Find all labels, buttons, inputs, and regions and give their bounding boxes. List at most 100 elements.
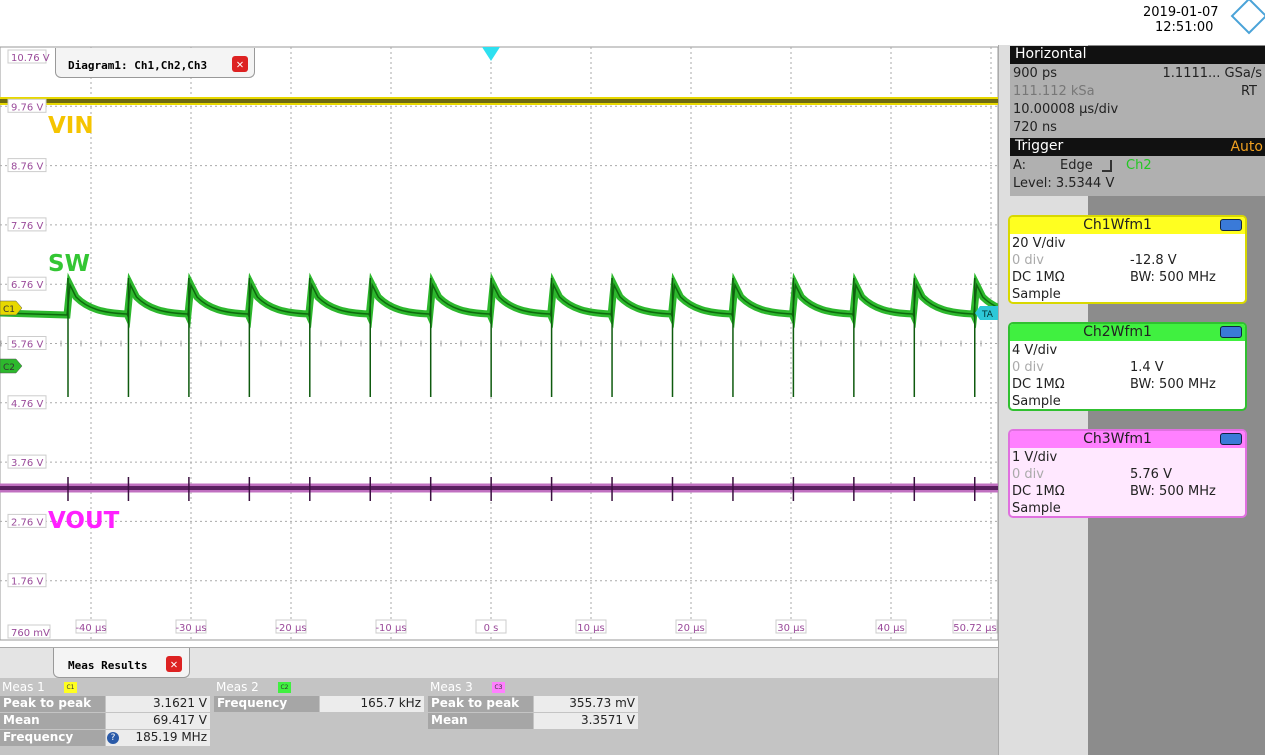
value: DC 1MΩ bbox=[1012, 270, 1065, 285]
x-label: 50.72 µs bbox=[953, 623, 996, 634]
value: Sample bbox=[1012, 287, 1061, 302]
time: 12:51:00 bbox=[1155, 20, 1214, 35]
x-label: -40 µs bbox=[75, 623, 106, 634]
channel-box: Ch2Wfm1 4 V/div 0 div 1.4 V DC 1MΩ BW: 500 MH… bbox=[1008, 322, 1247, 411]
channel-name: Ch2Wfm1 bbox=[1010, 324, 1245, 341]
y-label-box bbox=[7, 573, 47, 588]
x-label-box bbox=[475, 619, 507, 634]
value: DC 1MΩ bbox=[1012, 484, 1065, 499]
x-label-box bbox=[875, 619, 907, 634]
y-label-box bbox=[7, 158, 47, 173]
y-label-box bbox=[7, 98, 47, 113]
y-label-box bbox=[7, 49, 47, 64]
value: Ch2 bbox=[1126, 158, 1152, 173]
sw-trace-core bbox=[0, 282, 1000, 318]
y-label: 6.76 V bbox=[11, 280, 43, 291]
meas-label: Frequency bbox=[0, 730, 105, 746]
trigger-mode: Auto bbox=[1230, 139, 1263, 155]
minimize[interactable] bbox=[1220, 433, 1242, 445]
meas-label: Mean bbox=[428, 713, 533, 729]
y-label-box bbox=[7, 624, 51, 639]
value: Level: 3.5344 V bbox=[1013, 176, 1115, 191]
value: 1.4 V bbox=[1130, 360, 1164, 375]
help-icon[interactable]: ? bbox=[107, 732, 119, 744]
x-label-box bbox=[675, 619, 707, 634]
date: 2019-01-07 bbox=[1143, 5, 1219, 20]
minimize[interactable] bbox=[1220, 219, 1242, 231]
value: 10.00008 µs/div bbox=[1013, 102, 1119, 117]
channel-name: Ch3Wfm1 bbox=[1010, 431, 1245, 448]
x-label-box bbox=[952, 619, 998, 634]
value: 900 ps bbox=[1013, 66, 1057, 81]
meas-label: Mean bbox=[0, 713, 105, 729]
meas-value: 3.1621 V bbox=[106, 696, 210, 712]
trace-label: VIN bbox=[48, 113, 94, 139]
x-label-box bbox=[75, 619, 107, 634]
channel-box: Ch1Wfm1 20 V/div 0 div -12.8 V DC 1MΩ BW: 500… bbox=[1008, 215, 1247, 304]
value: Sample bbox=[1012, 394, 1061, 409]
edge-icon bbox=[1102, 160, 1112, 172]
y-label-box bbox=[7, 276, 47, 291]
y-label: 1.76 V bbox=[11, 577, 43, 588]
value: 0 div bbox=[1012, 467, 1044, 482]
diagram-tab: Diagram1: Ch1,Ch2,Ch3 ✕ bbox=[55, 48, 255, 78]
value: 20 V/div bbox=[1012, 236, 1066, 251]
x-label: 30 µs bbox=[777, 623, 804, 634]
channel-box: Ch3Wfm1 1 V/div 0 div 5.76 V DC 1MΩ BW: 500 M… bbox=[1008, 429, 1247, 518]
meas-badge: C3 bbox=[492, 682, 505, 693]
y-label-box bbox=[7, 217, 47, 232]
x-label: 10 µs bbox=[577, 623, 604, 634]
y-label: 3.76 V bbox=[11, 458, 43, 469]
trigger-level-marker bbox=[975, 306, 998, 320]
y-label: 4.76 V bbox=[11, 399, 43, 410]
meas-title: Meas 2 bbox=[216, 680, 259, 694]
meas-value: 3.3571 V bbox=[534, 713, 638, 729]
channel-marker bbox=[0, 358, 23, 374]
x-label-box bbox=[275, 619, 307, 634]
meas-tab: Meas Results ✕ bbox=[53, 648, 190, 678]
meas-value: 355.73 mV bbox=[534, 696, 638, 712]
channel-marker-label: C2 bbox=[3, 363, 15, 373]
y-label: 2.76 V bbox=[11, 517, 43, 528]
trigger-level-label: TA bbox=[981, 310, 994, 320]
value: A: bbox=[1013, 158, 1027, 173]
value: DC 1MΩ bbox=[1012, 377, 1065, 392]
value: Sample bbox=[1012, 501, 1061, 516]
y-label: 7.76 V bbox=[11, 221, 43, 232]
meas-label: Peak to peak bbox=[428, 696, 533, 712]
trigger-position bbox=[482, 47, 500, 61]
value: 1.1111... GSa/s bbox=[1162, 66, 1262, 81]
minimize[interactable] bbox=[1220, 326, 1242, 338]
value: -12.8 V bbox=[1130, 253, 1177, 268]
value: 111.112 kSa bbox=[1013, 84, 1095, 99]
y-label: 10.76 V bbox=[11, 53, 50, 64]
panel-header: Trigger bbox=[1010, 138, 1265, 156]
x-label: 0 s bbox=[484, 623, 499, 634]
x-label: -30 µs bbox=[175, 623, 206, 634]
meas-value: 185.19 MHz bbox=[106, 730, 210, 746]
meas-title: Meas 1 bbox=[2, 680, 45, 694]
value: 720 ns bbox=[1013, 120, 1057, 135]
y-label: 760 mV bbox=[11, 628, 50, 639]
y-label-box bbox=[7, 336, 47, 350]
value: 1 V/div bbox=[1012, 450, 1058, 465]
meas-title: Meas 3 bbox=[430, 680, 473, 694]
channel-name: Ch1Wfm1 bbox=[1010, 217, 1245, 234]
x-label-box bbox=[775, 619, 807, 634]
horizontal-panel: Horizontal 900 ps 1.1111... GSa/s 111.112 k… bbox=[1010, 46, 1265, 196]
value: 0 div bbox=[1012, 360, 1044, 375]
value: Edge bbox=[1060, 158, 1093, 173]
channel-marker-label: C1 bbox=[3, 305, 15, 315]
y-label: 8.76 V bbox=[11, 162, 43, 173]
y-label: 9.76 V bbox=[11, 102, 43, 113]
meas-value: 69.417 V bbox=[106, 713, 210, 729]
close[interactable]: ✕ bbox=[232, 56, 248, 72]
close[interactable]: ✕ bbox=[166, 656, 182, 672]
meas-badge: C2 bbox=[278, 682, 291, 693]
x-label-box bbox=[375, 619, 407, 634]
meas-label: Peak to peak bbox=[0, 696, 105, 712]
meas-label: Frequency bbox=[214, 696, 319, 712]
meas-value: 165.7 kHz bbox=[320, 696, 424, 712]
diagram: 10.76 V 9.76 V 8.76 V 7.76 V 6.76 V 5.76 V 4.7… bbox=[0, 46, 1000, 641]
